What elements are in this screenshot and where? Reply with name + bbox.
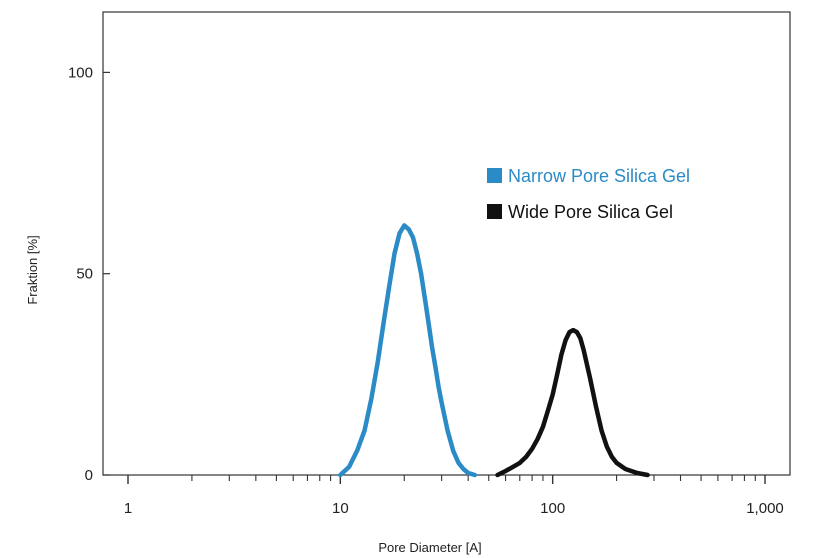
x-tick-label: 1 [124,500,132,517]
x-tick-label: 100 [540,500,565,517]
x-axis-ticks: 1 10 100 1,000 [124,475,784,517]
legend-label: Narrow Pore Silica Gel [508,166,690,186]
legend-swatch [487,168,502,183]
x-axis-title: Pore Diameter [A] [378,540,481,555]
y-tick-label: 100 [68,64,93,81]
y-axis-ticks: 0 50 100 [68,64,110,484]
series-line-narrow-pore [338,223,478,478]
legend: Narrow Pore Silica Gel Wide Pore Silica G… [487,166,690,222]
series-line-wide-pore [495,327,650,478]
plot-frame [102,11,791,476]
y-tick-label: 50 [76,266,93,283]
y-axis-title: Fraktion [%] [25,235,40,304]
x-tick-label: 10 [332,500,349,517]
series-layer [338,223,650,478]
y-tick-label: 0 [85,467,93,484]
x-tick-label: 1,000 [746,500,784,517]
legend-swatch [487,204,502,219]
legend-label: Wide Pore Silica Gel [508,202,673,222]
